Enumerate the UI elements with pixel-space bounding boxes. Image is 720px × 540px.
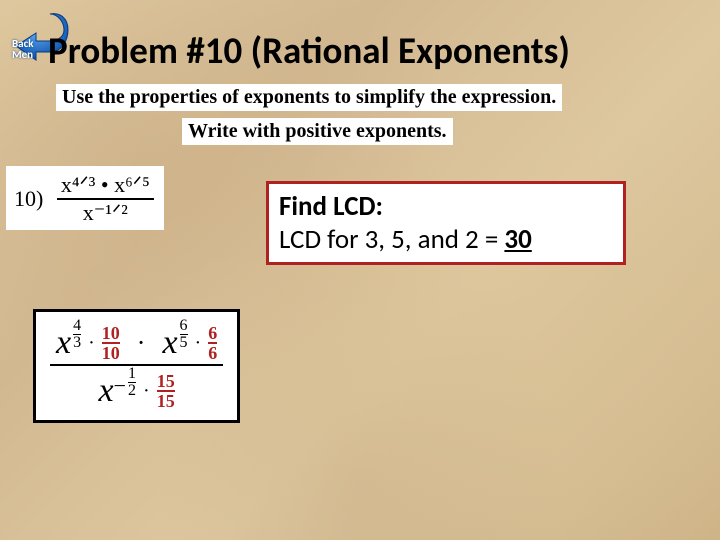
mul-1: 1010 xyxy=(102,324,120,362)
work-numerator: x43 · 1010 · x65 · 66 xyxy=(50,322,223,364)
instruction-line-1: Use the properties of exponents to simpl… xyxy=(56,84,562,111)
dot-2: · xyxy=(195,332,202,354)
back-menu-label: Back Men xyxy=(12,38,33,60)
exp-3: 12 xyxy=(128,366,136,399)
neg-sign: − xyxy=(114,373,126,398)
lcd-body: LCD for 3, 5, and 2 = 30 xyxy=(279,223,613,256)
work-denominator: x−12 · 1515 xyxy=(50,364,223,412)
term-1: x43 xyxy=(56,324,81,362)
lcd-heading: Find LCD: xyxy=(279,190,613,223)
lcd-result: 30 xyxy=(504,223,531,256)
var-x-2: x xyxy=(162,324,177,361)
problem-statement: 10) x⁴ᐟ³ • x⁶ᐟ⁵ x⁻¹ᐟ² xyxy=(6,166,164,230)
term-2: x65 xyxy=(162,324,187,362)
problem-fraction: x⁴ᐟ³ • x⁶ᐟ⁵ x⁻¹ᐟ² xyxy=(57,172,154,226)
problem-numerator: x⁴ᐟ³ • x⁶ᐟ⁵ xyxy=(57,172,154,198)
mul-2: 66 xyxy=(208,324,217,362)
work-expression: x43 · 1010 · x65 · 66 x−12 · 1515 xyxy=(33,309,240,423)
var-x-1: x xyxy=(56,324,71,361)
exp-1: 43 xyxy=(73,318,81,351)
problem-denominator: x⁻¹ᐟ² xyxy=(57,198,154,226)
term-3: x−12 xyxy=(99,372,137,410)
problem-number: 10) xyxy=(14,186,43,212)
exp-2: 65 xyxy=(180,318,188,351)
lcd-hint-box: Find LCD: LCD for 3, 5, and 2 = 30 xyxy=(266,181,626,265)
back-label-2: Men xyxy=(12,48,33,61)
dot-3: · xyxy=(143,380,150,402)
mul-3: 1515 xyxy=(157,372,175,410)
lcd-text: LCD for 3, 5, and 2 = xyxy=(279,223,504,256)
dot-mid: · xyxy=(137,328,146,357)
dot-1: · xyxy=(88,332,95,354)
var-x-3: x xyxy=(99,372,114,409)
work-fraction: x43 · 1010 · x65 · 66 x−12 · 1515 xyxy=(50,322,223,412)
instruction-line-2: Write with positive exponents. xyxy=(182,118,453,145)
page-title: Problem #10 (Rational Exponents) xyxy=(48,28,570,73)
